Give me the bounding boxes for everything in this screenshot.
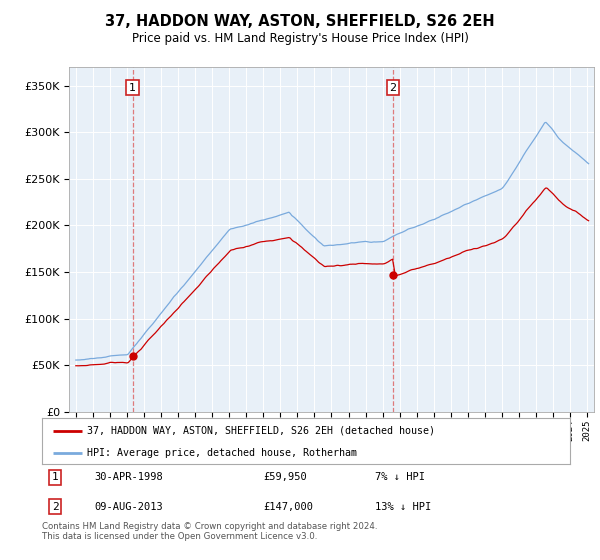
- Text: Price paid vs. HM Land Registry's House Price Index (HPI): Price paid vs. HM Land Registry's House …: [131, 32, 469, 45]
- Text: HPI: Average price, detached house, Rotherham: HPI: Average price, detached house, Roth…: [87, 447, 357, 458]
- Text: £147,000: £147,000: [264, 502, 314, 511]
- Text: 37, HADDON WAY, ASTON, SHEFFIELD, S26 2EH (detached house): 37, HADDON WAY, ASTON, SHEFFIELD, S26 2E…: [87, 426, 435, 436]
- Text: 37, HADDON WAY, ASTON, SHEFFIELD, S26 2EH: 37, HADDON WAY, ASTON, SHEFFIELD, S26 2E…: [105, 14, 495, 29]
- Text: 09-AUG-2013: 09-AUG-2013: [95, 502, 164, 511]
- Text: Contains HM Land Registry data © Crown copyright and database right 2024.
This d: Contains HM Land Registry data © Crown c…: [42, 522, 377, 542]
- Text: 7% ↓ HPI: 7% ↓ HPI: [374, 473, 425, 482]
- Text: £59,950: £59,950: [264, 473, 308, 482]
- Text: 1: 1: [52, 473, 59, 482]
- Text: 1: 1: [129, 83, 136, 93]
- Text: 30-APR-1998: 30-APR-1998: [95, 473, 164, 482]
- Text: 2: 2: [389, 83, 397, 93]
- Text: 13% ↓ HPI: 13% ↓ HPI: [374, 502, 431, 511]
- Text: 2: 2: [52, 502, 59, 511]
